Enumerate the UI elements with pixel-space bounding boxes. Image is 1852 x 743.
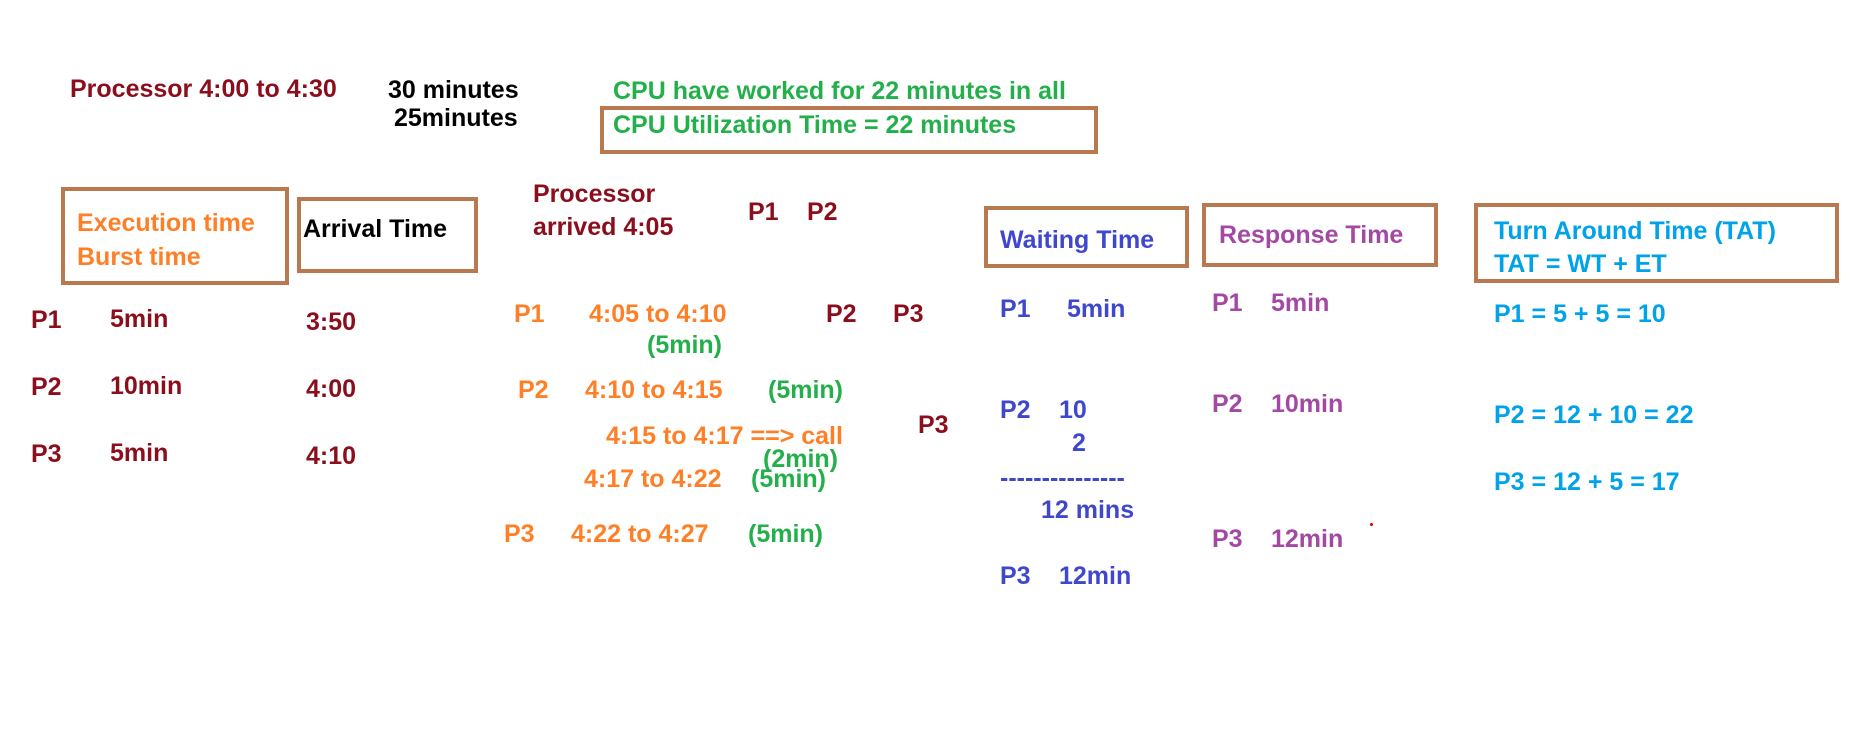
waiting-p3-label: P3 [1000,562,1031,590]
queue-top-p1: P1 [748,198,779,226]
row-p2-burst: 10min [110,372,183,400]
row-p1-arrival: 3:50 [306,308,357,336]
row-p3-process: P3 [31,440,62,468]
waiting-p1-value: 5min [1067,295,1126,323]
timeline-p1-duration: (5min) [647,331,722,359]
row-p2-arrival: 4:00 [306,375,357,403]
tat-p3: P3 = 12 + 5 = 17 [1494,468,1680,496]
response-p1-label: P1 [1212,289,1243,317]
tat-header-line1: Turn Around Time (TAT) [1494,217,1776,245]
stray-dot [1370,523,1373,526]
waiting-p2-extra: 2 [1072,429,1086,457]
cpu-utilization-box [600,106,1098,154]
processor-arrived-line1: Processor [533,180,656,208]
response-p1-value: 5min [1271,289,1330,317]
waiting-time-box [984,206,1189,268]
waiting-p2-total: 12 mins [1041,496,1135,524]
timeline-p1-label: P1 [514,300,545,328]
queue-top-p2: P2 [807,198,838,226]
response-p3-label: P3 [1212,525,1243,553]
queue-p3: P3 [893,300,924,328]
response-time-header: Response Time [1219,221,1404,249]
row-p3-arrival: 4:10 [306,442,357,470]
twentyfive-minutes-text: 25minutes [394,104,518,132]
response-p3-value: 12min [1271,525,1344,553]
response-p2-value: 10min [1271,390,1344,418]
timeline-p2b-range: 4:17 to 4:22 [584,465,722,493]
processor-arrived-line2: arrived 4:05 [533,213,674,241]
processor-range-text: Processor 4:00 to 4:30 [70,75,337,103]
thirty-minutes-text: 30 minutes [388,76,519,104]
arrival-time-box [297,197,478,273]
timeline-call-range: 4:15 to 4:17 ==> call [606,422,843,450]
response-p2-label: P2 [1212,390,1243,418]
tat-box [1474,203,1839,283]
row-p2-process: P2 [31,373,62,401]
waiting-p2-label: P2 [1000,396,1031,424]
timeline-p3-range: 4:22 to 4:27 [571,520,709,548]
waiting-divider: --------------- [1000,464,1125,492]
cpu-worked-text: CPU have worked for 22 minutes in all [613,77,1066,105]
tat-header-line2: TAT = WT + ET [1494,250,1667,278]
timeline-p2-label: P2 [518,376,549,404]
timeline-p2-duration: (5min) [768,376,843,404]
queue-p3-b: P3 [918,411,949,439]
arrival-time-header: Arrival Time [303,215,448,243]
execution-time-box [61,187,289,285]
waiting-p3-value: 12min [1059,562,1132,590]
row-p3-burst: 5min [110,439,169,467]
response-time-box [1202,203,1438,267]
waiting-p2-value: 10 [1059,396,1087,424]
burst-time-header: Burst time [77,243,201,271]
tat-p2: P2 = 12 + 10 = 22 [1494,401,1694,429]
row-p1-process: P1 [31,306,62,334]
timeline-call-duration: (2min) [763,445,838,473]
timeline-p2b-duration: (5min) [751,465,826,493]
timeline-p3-label: P3 [504,520,535,548]
tat-p1: P1 = 5 + 5 = 10 [1494,300,1666,328]
timeline-p2-range: 4:10 to 4:15 [585,376,723,404]
execution-time-header: Execution time [77,209,255,237]
row-p1-burst: 5min [110,305,169,333]
waiting-time-header: Waiting Time [1000,226,1155,254]
timeline-p3-duration: (5min) [748,520,823,548]
cpu-utilization-text: CPU Utilization Time = 22 minutes [613,111,1017,139]
timeline-p1-range: 4:05 to 4:10 [589,300,727,328]
waiting-p1-label: P1 [1000,295,1031,323]
queue-p2: P2 [826,300,857,328]
